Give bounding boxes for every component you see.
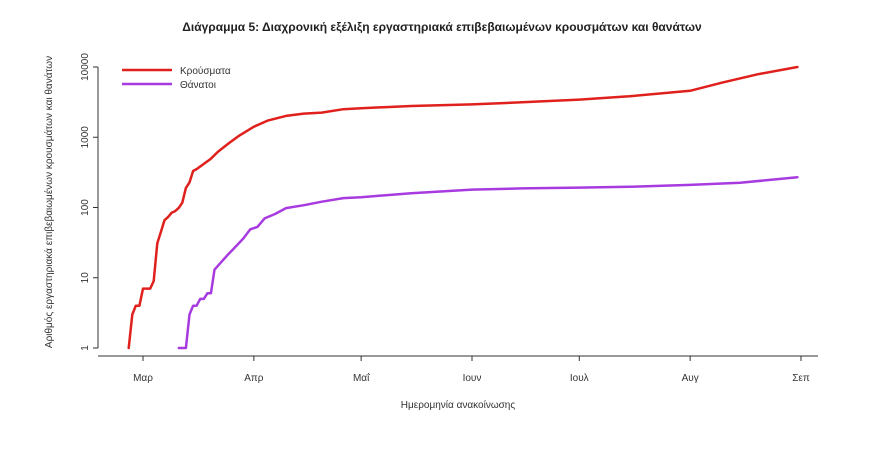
series-line-1: [177, 175, 799, 350]
x-tick-label: Σεπ: [792, 373, 810, 384]
y-tick-label: 10000: [80, 53, 91, 81]
x-tick-label: Μαΐ: [353, 372, 370, 384]
chart-title: Διάγραμμα 5: Διαχρονική εξέλιξη εργαστηρ…: [182, 20, 702, 34]
x-tick-label: Ιουν: [463, 373, 482, 384]
x-axis: Μαρ Απρ Μαΐ Ιουν Ιουλ Αυγ Σεπ: [98, 355, 818, 384]
y-axis: 1 10 100 1000 10000: [80, 53, 99, 351]
legend-label-1: Θάνατοι: [180, 79, 216, 91]
series-line-0: [127, 65, 799, 350]
x-tick-label: Μαρ: [133, 373, 153, 384]
x-axis-label: Ημερομηνία ανακοίνωσης: [401, 399, 516, 411]
x-tick-label: Ιουλ: [570, 373, 589, 384]
y-tick-label: 100: [80, 199, 91, 216]
y-tick-label: 1000: [80, 126, 91, 149]
x-tick-label: Απρ: [244, 373, 264, 384]
x-tick-label: Αυγ: [682, 373, 699, 384]
y-axis-label: Αριθμός εργαστηριακά επιβεβαιωμένων κρου…: [43, 56, 55, 348]
y-tick-label: 1: [80, 345, 91, 351]
series-layer: [127, 65, 799, 350]
legend-label-0: Κρούσματα: [180, 65, 231, 77]
legend: Κρούσματα Θάνατοι: [122, 65, 231, 91]
y-tick-label: 10: [80, 272, 91, 284]
